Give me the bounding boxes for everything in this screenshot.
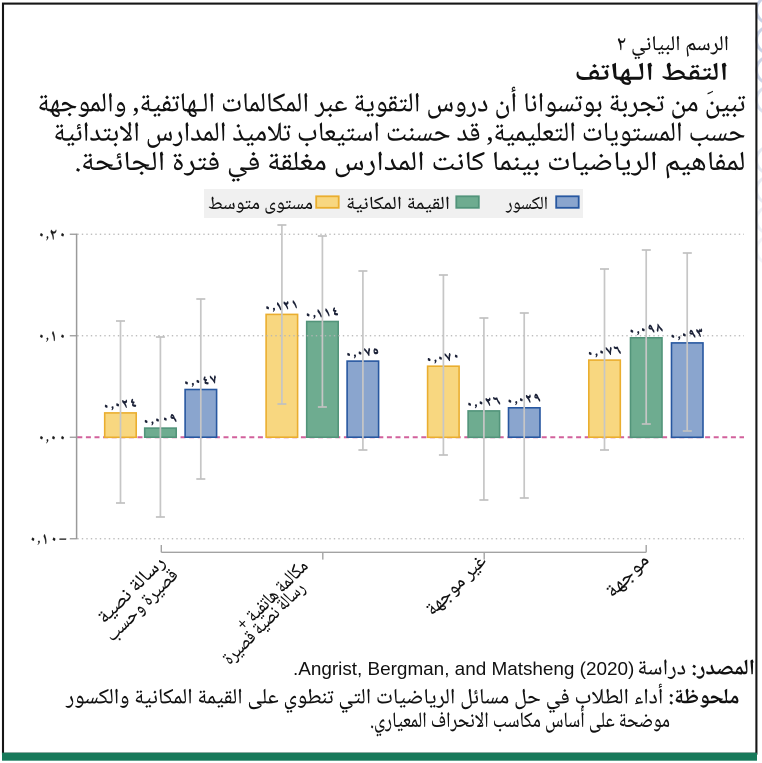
svg-text:.Angrist, Bergman, and Matshen: .Angrist, Bergman, and Matsheng (2020) <box>293 659 634 680</box>
